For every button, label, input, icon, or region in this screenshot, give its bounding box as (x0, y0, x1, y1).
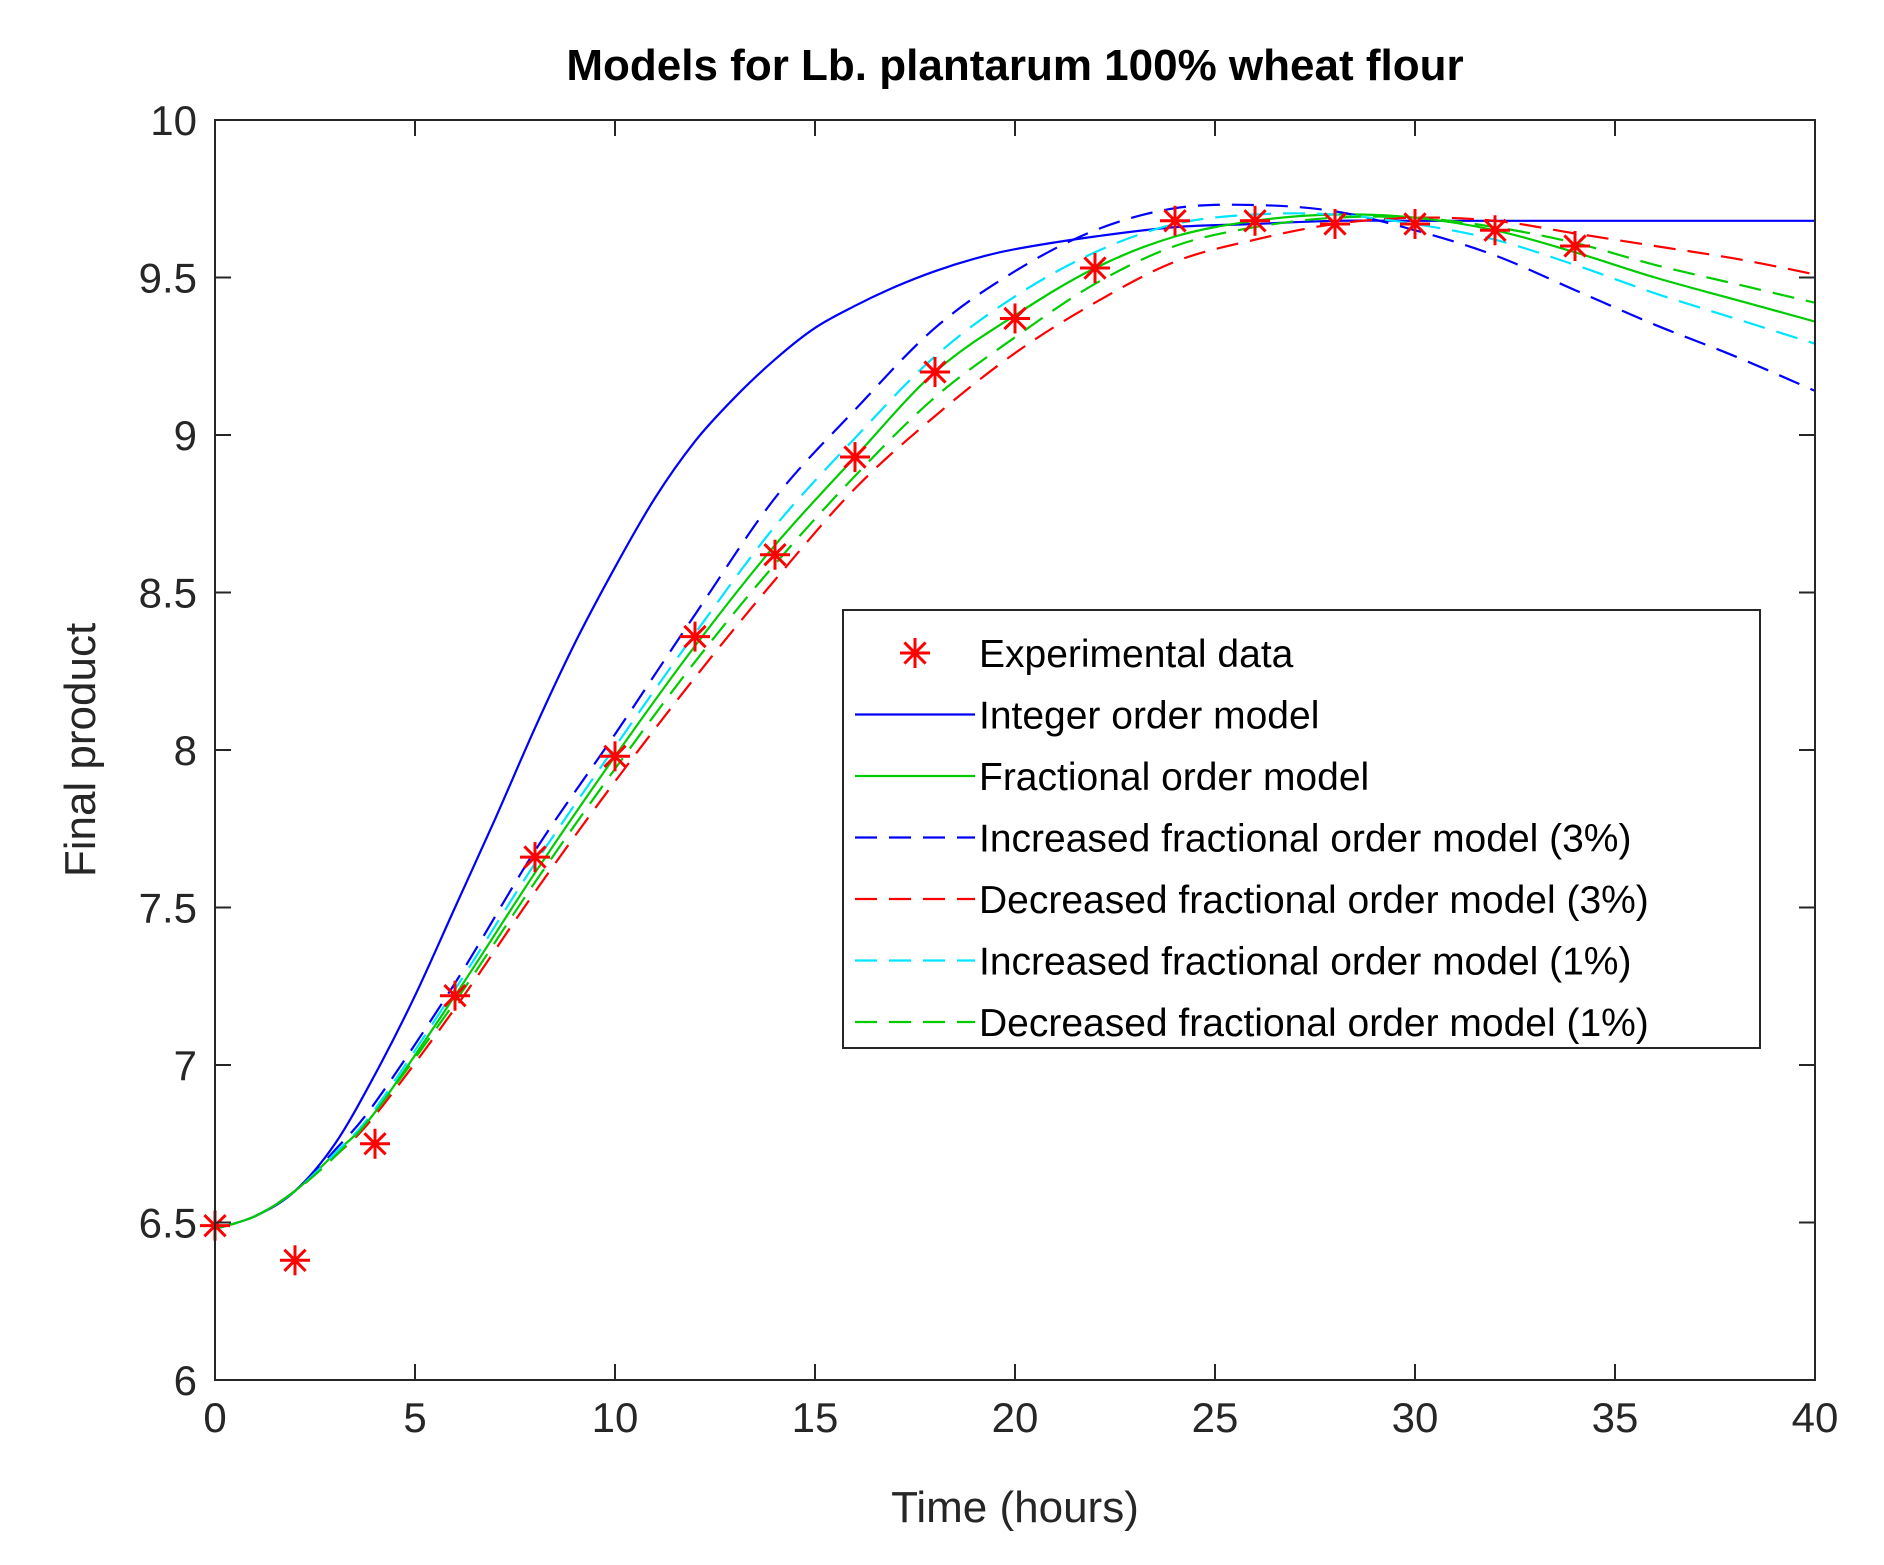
data-point-experimental (1240, 205, 1270, 236)
data-point-experimental (1080, 253, 1110, 284)
data-point-experimental (360, 1128, 390, 1159)
y-tick-label: 9.5 (139, 255, 197, 302)
series-line-decreased-fractional-order-model-3 (215, 216, 1815, 1230)
legend-entry-fractional-order-model: Fractional order model (855, 756, 1369, 799)
data-point-experimental (760, 539, 790, 570)
legend-label: Experimental data (979, 633, 1294, 676)
data-point-experimental (1400, 208, 1430, 239)
data-point-experimental (1560, 231, 1590, 261)
x-axis: 0 5 10 15 20 25 30 35 40 (203, 120, 1838, 1441)
plot-series (200, 203, 1815, 1276)
y-tick-label: 8 (174, 727, 197, 774)
x-tick-label: 35 (1592, 1394, 1639, 1441)
data-point-experimental (280, 1245, 310, 1276)
x-tick-label: 25 (1192, 1394, 1239, 1441)
chart-title: Models for Lb. plantarum 100% wheat flou… (566, 41, 1463, 90)
series-line-increased-fractional-order-model-3 (215, 203, 1815, 1230)
data-point-experimental (840, 442, 870, 473)
legend-entry-integer-order-model: Integer order model (855, 695, 1319, 738)
y-tick-label: 6.5 (139, 1200, 197, 1247)
series-line-increased-fractional-order-model-1 (215, 212, 1815, 1230)
y-tick-label: 9 (174, 412, 197, 459)
y-tick-label: 7 (174, 1042, 197, 1089)
data-point-experimental (920, 357, 950, 387)
data-point-experimental (600, 741, 630, 772)
legend-entry-increased-fractional-order-model-3: Increased fractional order model (3%) (855, 818, 1631, 861)
data-point-experimental (1000, 303, 1030, 334)
x-tick-label: 0 (203, 1394, 226, 1441)
x-tick-label: 40 (1792, 1394, 1839, 1441)
data-point-experimental (1480, 215, 1510, 246)
legend-entry-experimental-data: Experimental data (900, 633, 1294, 676)
x-tick-label: 15 (792, 1394, 839, 1441)
data-point-experimental (680, 621, 710, 652)
data-point-experimental (440, 980, 470, 1011)
x-tick-label: 10 (592, 1394, 639, 1441)
y-tick-label: 7.5 (139, 885, 197, 932)
x-axis-label: Time (hours) (891, 1483, 1139, 1532)
legend-label: Decreased fractional order model (3%) (979, 879, 1649, 922)
data-point-experimental (1160, 205, 1190, 236)
legend-label: Fractional order model (979, 756, 1369, 799)
legend-label: Integer order model (979, 695, 1319, 738)
y-tick-label: 6 (174, 1357, 197, 1404)
x-tick-label: 5 (403, 1394, 426, 1441)
series-line-decreased-fractional-order-model-1 (215, 215, 1815, 1230)
legend: Experimental data Integer order model Frac… (842, 609, 1761, 1049)
legend-entry-decreased-fractional-order-model-1: Decreased fractional order model (1%) (855, 1002, 1649, 1045)
legend-swatch-marker (900, 638, 930, 668)
legend-entry-increased-fractional-order-model-1: Increased fractional order model (1%) (855, 941, 1631, 984)
data-point-experimental (520, 842, 550, 873)
data-point-experimental (1320, 208, 1350, 239)
y-axis: 6 6.5 7 7.5 8 8.5 9 9.5 10 (139, 97, 1815, 1404)
x-tick-label: 20 (992, 1394, 1039, 1441)
y-tick-label: 10 (150, 97, 197, 144)
y-axis-label: Final product (56, 623, 105, 877)
legend-box (842, 609, 1761, 1049)
legend-label: Decreased fractional order model (1%) (979, 1002, 1649, 1045)
legend-label: Increased fractional order model (1%) (979, 941, 1631, 984)
legend-label: Increased fractional order model (3%) (979, 818, 1631, 861)
series-line-fractional-order-model (215, 213, 1815, 1230)
x-tick-label: 30 (1392, 1394, 1439, 1441)
y-tick-label: 8.5 (139, 570, 197, 617)
legend-entry-decreased-fractional-order-model-3: Decreased fractional order model (3%) (855, 879, 1649, 922)
